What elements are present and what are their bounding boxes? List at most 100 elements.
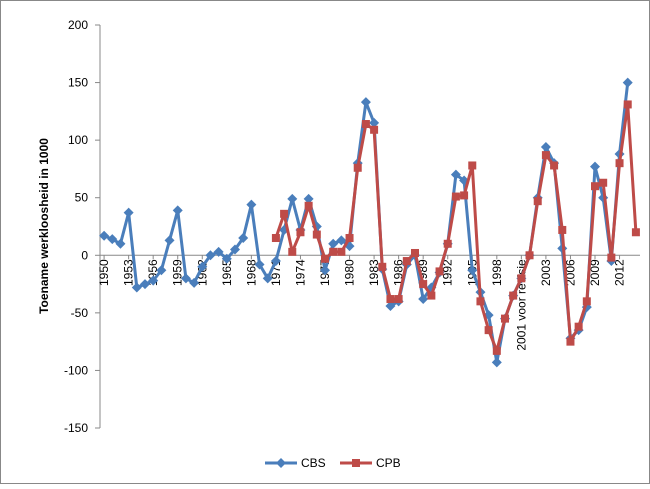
point <box>491 357 502 368</box>
point <box>550 161 559 170</box>
point <box>246 199 257 210</box>
point <box>304 201 313 210</box>
point <box>484 326 493 335</box>
point <box>615 159 624 168</box>
point <box>591 182 599 191</box>
point <box>533 197 542 206</box>
point <box>107 234 118 245</box>
point <box>156 265 167 276</box>
point <box>476 297 485 306</box>
point <box>238 233 249 244</box>
point <box>115 238 126 249</box>
point <box>131 282 142 293</box>
point <box>435 267 444 276</box>
point <box>622 77 633 88</box>
point <box>180 273 191 284</box>
point <box>419 280 428 289</box>
point <box>386 295 395 304</box>
point <box>221 253 232 264</box>
point <box>590 161 600 172</box>
point <box>460 191 469 200</box>
point <box>123 207 134 218</box>
point <box>296 228 305 237</box>
point <box>254 259 265 270</box>
point <box>337 247 346 256</box>
point <box>288 247 297 256</box>
point <box>172 205 183 216</box>
x-tick-label: 1959 <box>171 259 185 286</box>
point <box>287 193 298 204</box>
point <box>451 192 460 201</box>
point <box>230 244 240 255</box>
legend-marker <box>276 458 286 468</box>
point <box>99 230 110 241</box>
point <box>345 234 354 243</box>
point <box>370 125 379 134</box>
x-tick-label: 1998 <box>490 259 504 286</box>
x-tick-label: 1992 <box>441 259 455 286</box>
point <box>280 209 289 218</box>
legend-marker <box>352 459 360 467</box>
point <box>394 295 403 304</box>
point <box>468 161 477 170</box>
x-tick-label: 1953 <box>122 259 136 286</box>
x-tick-label: 2012 <box>613 259 627 286</box>
point <box>164 235 175 246</box>
point <box>205 250 216 261</box>
point <box>607 253 616 262</box>
x-tick-label: 1965 <box>220 259 234 286</box>
point <box>378 262 387 271</box>
y-tick-label: 50 <box>75 191 89 205</box>
point <box>140 279 150 290</box>
point <box>517 274 526 283</box>
point <box>385 300 396 311</box>
point <box>321 254 329 263</box>
x-tick-label: 1980 <box>343 259 357 286</box>
point <box>336 235 347 246</box>
point <box>509 291 518 300</box>
y-tick-label: 200 <box>68 18 88 32</box>
point <box>501 314 509 323</box>
y-tick-label: -150 <box>64 421 88 435</box>
point <box>369 117 380 128</box>
y-tick-label: 150 <box>68 76 88 90</box>
point <box>402 257 411 266</box>
point <box>574 322 583 331</box>
point <box>189 277 200 288</box>
x-tick-label: 1974 <box>293 259 307 286</box>
point <box>582 297 591 306</box>
x-tick-label: 1968 <box>244 259 258 286</box>
point <box>450 169 461 180</box>
point <box>270 256 281 267</box>
y-tick-label: -100 <box>64 363 88 377</box>
point <box>148 275 159 286</box>
point <box>525 251 534 260</box>
x-tick-label: 2001 voor revisie <box>514 259 528 351</box>
point <box>213 246 224 257</box>
x-tick-label: 1950 <box>97 259 111 286</box>
point <box>467 265 478 276</box>
point <box>558 225 567 234</box>
x-tick-label: 2009 <box>588 259 602 286</box>
point <box>411 248 419 257</box>
x-tick-label: 2003 <box>539 259 553 286</box>
y-tick-label: -50 <box>71 306 89 320</box>
point <box>540 142 551 153</box>
point <box>197 261 208 272</box>
point <box>623 100 632 109</box>
point <box>599 178 608 187</box>
point <box>361 120 370 129</box>
point <box>262 273 273 284</box>
point <box>427 291 436 300</box>
point <box>566 337 575 346</box>
point <box>303 193 314 204</box>
point <box>312 230 321 239</box>
point <box>271 234 280 243</box>
point <box>320 265 330 276</box>
y-tick-label: 0 <box>81 248 88 262</box>
legend-label: CPB <box>376 456 401 470</box>
point <box>492 346 501 355</box>
